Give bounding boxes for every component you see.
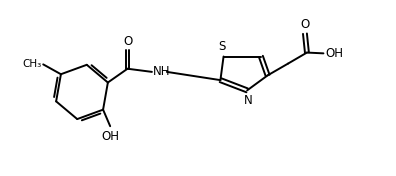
Text: OH: OH xyxy=(101,130,119,143)
Text: O: O xyxy=(300,18,310,31)
Text: NH: NH xyxy=(153,65,171,78)
Text: O: O xyxy=(123,35,132,48)
Text: CH₃: CH₃ xyxy=(22,59,41,69)
Text: S: S xyxy=(218,40,226,53)
Text: N: N xyxy=(244,94,252,107)
Text: OH: OH xyxy=(325,47,343,60)
